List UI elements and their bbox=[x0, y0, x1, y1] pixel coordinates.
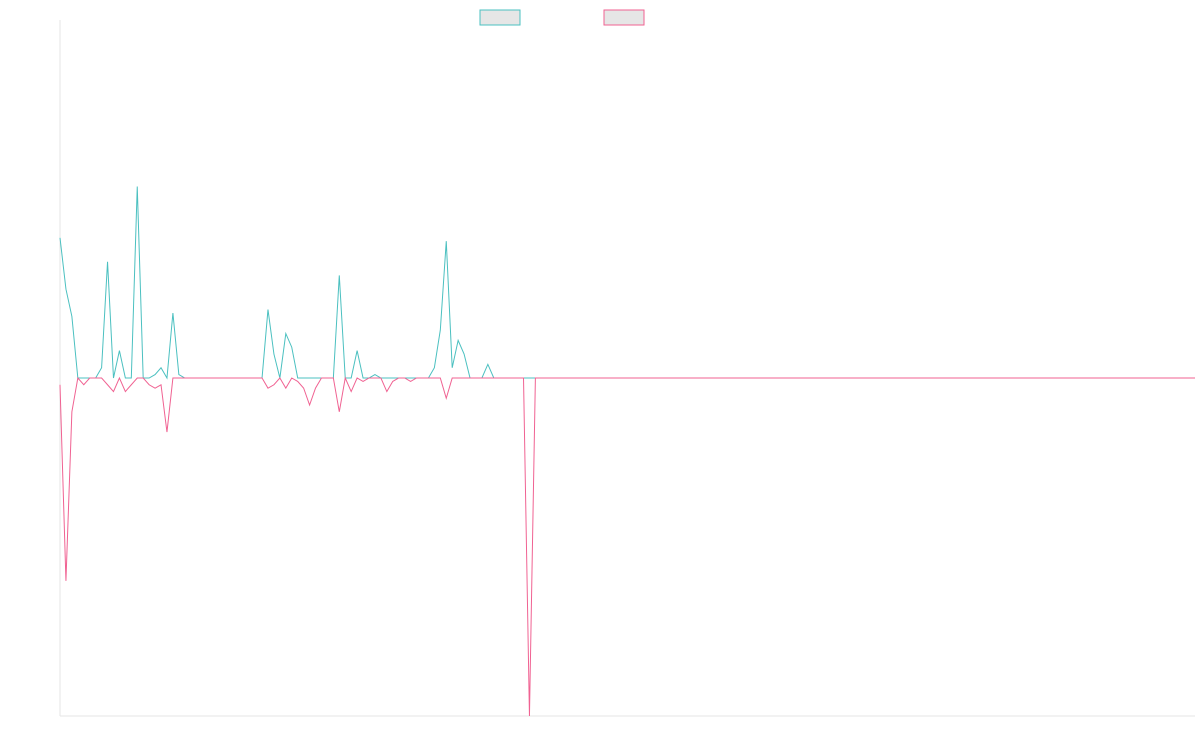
series-line-2 bbox=[59, 376, 1195, 717]
legend-swatch-1 bbox=[479, 9, 521, 26]
legend bbox=[479, 9, 645, 26]
legend-item-1[interactable] bbox=[479, 9, 521, 26]
chart-axes bbox=[59, 20, 1195, 717]
legend-item-2[interactable] bbox=[603, 9, 645, 26]
legend-swatch-2 bbox=[603, 9, 645, 26]
series-layer bbox=[59, 186, 1195, 717]
series-line-1 bbox=[59, 186, 1195, 380]
